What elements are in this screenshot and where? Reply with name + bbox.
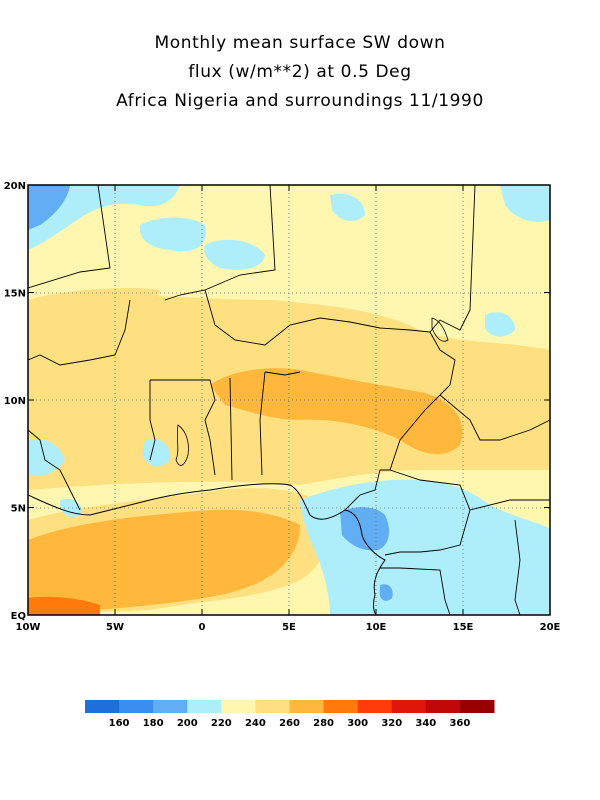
colorbar-label: 280 <box>313 718 334 729</box>
lat-tick-label: 10N <box>4 396 26 407</box>
map-title-line1: Monthly mean surface SW down <box>154 33 446 53</box>
axis-ticks <box>27 184 551 616</box>
colorbar-swatch <box>323 700 359 713</box>
colorbar: 160 180 200 220 240 260 280 300 320 340 360 <box>85 700 495 729</box>
lon-tick-label: 5W <box>106 622 124 633</box>
flux-field <box>28 185 550 615</box>
colorbar-label: 260 <box>279 718 300 729</box>
colorbar-swatch <box>289 700 325 713</box>
colorbar-swatch <box>153 700 188 713</box>
lake-chad <box>431 317 449 342</box>
lon-tick-label: 15E <box>453 622 474 633</box>
lon-tick-label: 5E <box>282 622 296 633</box>
colorbar-swatch <box>187 700 222 713</box>
colorbar-swatch <box>85 700 120 713</box>
colorbar-label: 300 <box>347 718 368 729</box>
lat-tick-label: EQ <box>11 611 26 622</box>
colorbar-label: 180 <box>143 718 164 729</box>
axis-tick-labels: 10W 5W 0 5E 10E 15E 20E EQ 5N 10N 15N 20N <box>4 181 561 633</box>
colorbar-label: 340 <box>415 718 436 729</box>
colorbar-label: 200 <box>177 718 198 729</box>
lat-tick-label: 20N <box>4 181 26 192</box>
gridlines <box>28 185 550 615</box>
lat-tick-label: 5N <box>11 504 26 515</box>
map-title-line3: Africa Nigeria and surroundings 11/1990 <box>116 91 484 111</box>
colorbar-label: 240 <box>245 718 266 729</box>
lake-volta <box>175 424 189 466</box>
colorbar-swatch <box>119 700 154 713</box>
colorbar-swatch <box>357 700 393 713</box>
lon-tick-label: 20E <box>540 622 561 633</box>
colorbar-label: 160 <box>109 718 130 729</box>
map-title-line2: flux (w/m**2) at 0.5 Deg <box>188 62 412 82</box>
colorbar-swatch <box>221 700 256 713</box>
lon-tick-label: 10W <box>16 622 41 633</box>
colorbar-label: 360 <box>449 718 470 729</box>
coastline <box>28 483 386 615</box>
colorbar-swatch <box>255 700 290 713</box>
country-borders <box>28 185 550 615</box>
lat-tick-label: 15N <box>4 289 26 300</box>
lon-tick-label: 0 <box>199 622 206 633</box>
colorbar-label: 320 <box>381 718 402 729</box>
lon-tick-label: 10E <box>366 622 387 633</box>
colorbar-label: 220 <box>211 718 232 729</box>
colorbar-swatch <box>425 700 461 713</box>
colorbar-swatch <box>459 700 495 713</box>
colorbar-swatch <box>391 700 427 713</box>
